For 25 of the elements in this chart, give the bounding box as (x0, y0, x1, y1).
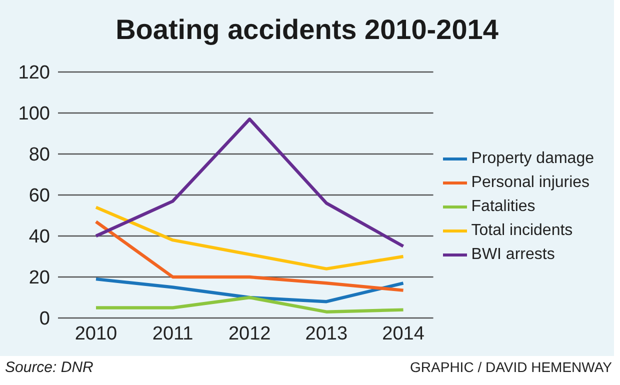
legend-label: Property damage (471, 150, 594, 168)
x-tick-label: 2012 (228, 323, 271, 344)
y-tick-label: 20 (28, 268, 50, 289)
legend-label: Fatalities (471, 198, 536, 216)
source-note: Source: DNR (5, 359, 94, 376)
y-tick-label: 80 (28, 144, 50, 166)
line-series (94, 220, 405, 292)
y-tick-label: 40 (28, 226, 50, 248)
y-tick-label: 0 (39, 308, 50, 330)
y-tick-label: 60 (28, 186, 50, 207)
chart-title: Boating accidents 2010-2014 (114, 14, 500, 46)
line-series (94, 118, 405, 248)
line-series (94, 277, 405, 304)
x-tick-label: 2014 (382, 323, 425, 344)
line-series (94, 206, 405, 270)
x-tick-label: 2013 (305, 323, 348, 344)
y-tick-label: 120 (18, 62, 50, 84)
x-tick-label: 2011 (152, 323, 194, 344)
x-tick-label: 2010 (74, 323, 118, 344)
text: GRAPHIC / DAVID HEMENWAY (410, 359, 612, 375)
legend-label: Personal injuries (471, 174, 590, 192)
legend-label: Total incidents (471, 222, 573, 240)
legend-label: BWI arrests (471, 246, 555, 264)
line-series (94, 296, 405, 314)
y-tick-label: 100 (18, 104, 50, 125)
